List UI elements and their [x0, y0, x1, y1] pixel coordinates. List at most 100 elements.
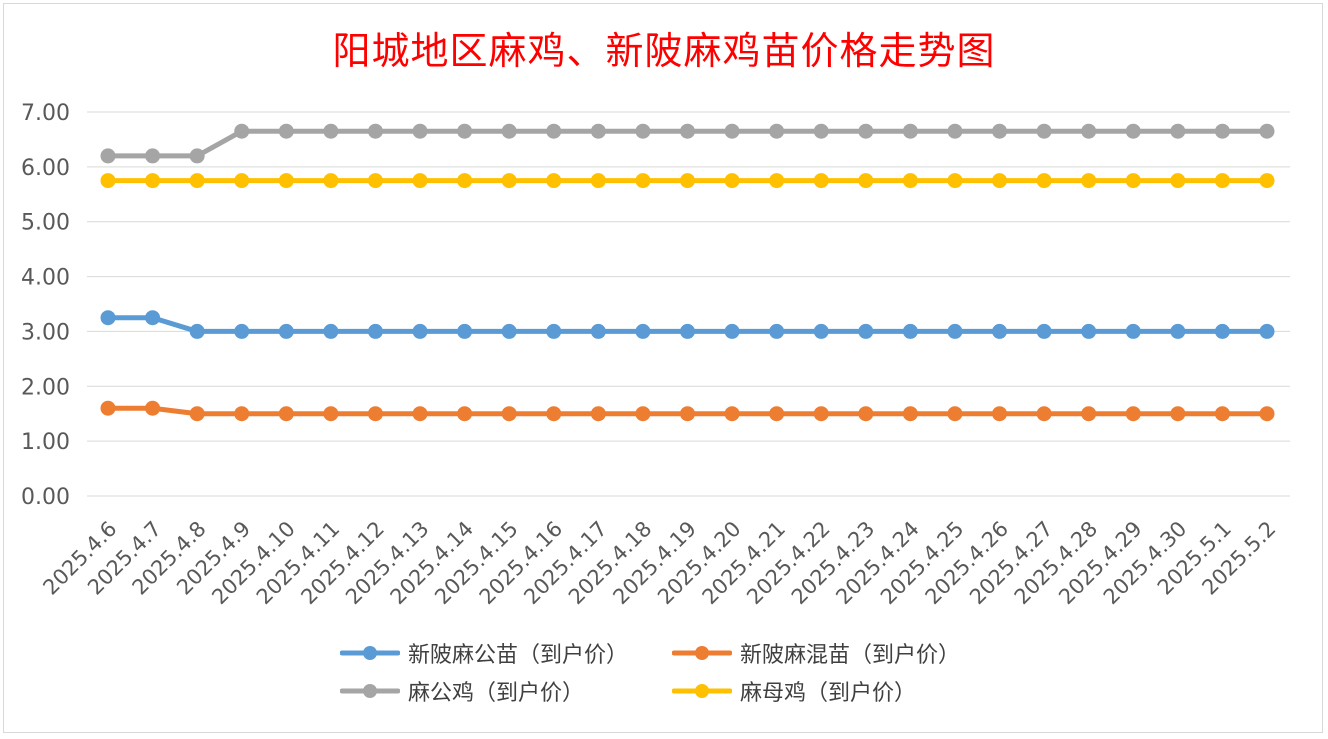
data-point [769, 406, 785, 422]
data-point [635, 406, 651, 422]
data-point [1170, 173, 1186, 189]
data-point [1170, 323, 1186, 339]
data-point [501, 123, 517, 139]
data-point [1259, 123, 1275, 139]
data-point [457, 173, 473, 189]
data-point [367, 323, 383, 339]
data-point [457, 123, 473, 139]
data-point [1036, 406, 1052, 422]
data-point [412, 123, 428, 139]
data-point [813, 406, 829, 422]
data-point [367, 406, 383, 422]
data-point [501, 173, 517, 189]
data-point [189, 323, 205, 339]
data-point [234, 323, 250, 339]
data-point [457, 323, 473, 339]
data-point [323, 173, 339, 189]
data-point [145, 400, 161, 416]
data-point [590, 406, 606, 422]
data-point [234, 173, 250, 189]
data-point [1125, 173, 1141, 189]
legend-label-0: 新陂麻公苗（到户价） [408, 643, 629, 668]
legend-item-0: 新陂麻公苗（到户价） [340, 638, 672, 668]
y-tick-label: 4.00 [21, 266, 70, 291]
legend-swatch-1 [672, 646, 732, 660]
legend-swatch-3 [672, 684, 732, 698]
data-point [635, 323, 651, 339]
data-point [858, 406, 874, 422]
data-point [947, 323, 963, 339]
y-axis-ticks: 0.00 1.00 2.00 3.00 4.00 5.00 6.00 7.00 [21, 101, 70, 510]
data-point [902, 123, 918, 139]
data-point [278, 323, 294, 339]
legend-label-2: 麻公鸡（到户价） [408, 681, 585, 706]
gridlines [87, 111, 1290, 497]
data-point [367, 123, 383, 139]
x-axis-ticks: 2025.4.62025.4.72025.4.82025.4.92025.4.1… [38, 517, 1280, 610]
data-point [145, 148, 161, 164]
data-point [813, 123, 829, 139]
data-point [501, 406, 517, 422]
data-point [278, 123, 294, 139]
data-point [412, 406, 428, 422]
data-point [412, 173, 428, 189]
data-point [902, 323, 918, 339]
data-point [724, 123, 740, 139]
data-point [992, 406, 1008, 422]
y-tick-label: 7.00 [21, 101, 70, 126]
data-point [100, 310, 116, 326]
y-tick-label: 2.00 [21, 375, 70, 400]
data-point [1125, 323, 1141, 339]
data-point [278, 173, 294, 189]
chart-frame [3, 3, 1323, 733]
data-point [189, 406, 205, 422]
legend-item-1: 新陂麻混苗（到户价） [672, 638, 1032, 668]
data-point [234, 123, 250, 139]
data-point [367, 173, 383, 189]
data-point [680, 123, 695, 139]
data-point [100, 148, 116, 164]
data-point [724, 173, 740, 189]
data-point [947, 406, 963, 422]
data-point [769, 123, 785, 139]
data-point [724, 323, 740, 339]
data-point [1081, 406, 1097, 422]
data-point [1214, 173, 1230, 189]
data-point [1214, 406, 1230, 422]
data-point [546, 406, 562, 422]
data-point [902, 173, 918, 189]
data-point [813, 323, 829, 339]
legend-item-3: 麻母鸡（到户价） [672, 676, 1032, 706]
data-point [501, 323, 517, 339]
data-point [858, 123, 874, 139]
data-point [1036, 173, 1052, 189]
data-point [590, 173, 606, 189]
data-point [1259, 406, 1275, 422]
data-point [1036, 323, 1052, 339]
y-tick-label: 6.00 [21, 156, 70, 181]
series-2 [100, 123, 1275, 164]
series-3 [100, 173, 1275, 189]
data-point [947, 123, 963, 139]
data-point [590, 323, 606, 339]
data-point [680, 323, 695, 339]
data-point [1081, 323, 1097, 339]
data-point [635, 123, 651, 139]
data-point [546, 323, 562, 339]
data-point [1214, 123, 1230, 139]
data-point [724, 406, 740, 422]
legend: 新陂麻公苗（到户价） 新陂麻混苗（到户价） 麻公鸡（到户价） 麻母鸡（到户价） [340, 638, 1040, 706]
data-point [234, 406, 250, 422]
data-point [145, 310, 161, 326]
y-tick-label: 5.00 [21, 211, 70, 236]
data-point [546, 173, 562, 189]
data-point [769, 173, 785, 189]
y-tick-label: 3.00 [21, 320, 70, 345]
data-point [858, 173, 874, 189]
series-lines [100, 123, 1275, 422]
series-1 [100, 400, 1275, 422]
data-point [680, 406, 695, 422]
data-point [457, 406, 473, 422]
y-tick-label: 0.00 [21, 485, 70, 510]
legend-swatch-0 [340, 646, 400, 660]
